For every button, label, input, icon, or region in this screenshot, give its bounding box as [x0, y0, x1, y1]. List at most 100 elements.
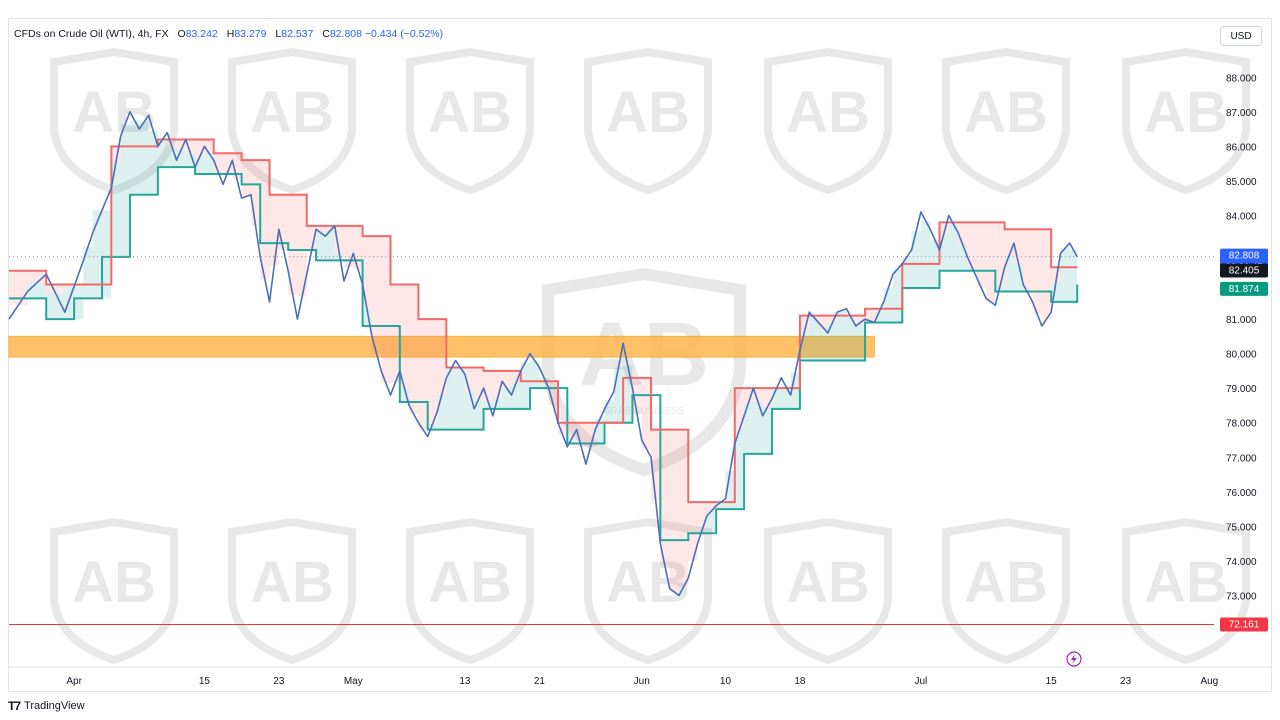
resistance-fill: [511, 370, 521, 383]
watermark-brand-text: ARAB BUSINESS: [604, 406, 685, 417]
resistance-fill: [1051, 267, 1061, 283]
x-tick-label: 18: [794, 676, 806, 687]
watermark-logo-icon: AB: [764, 47, 892, 195]
resistance-fill: [278, 194, 289, 250]
resistance-fill: [818, 315, 828, 328]
resistance-fill: [213, 153, 224, 173]
support-fill: [855, 322, 866, 361]
resistance-fill: [250, 160, 261, 226]
support-fill: [920, 220, 931, 288]
watermark-shield-icon: [406, 517, 534, 665]
resistance-fill: [343, 225, 354, 268]
watermark-shield-icon: [942, 47, 1070, 195]
support-fill: [902, 256, 912, 288]
support-fill: [948, 224, 959, 271]
y-tick-label: 85.000: [1226, 177, 1257, 188]
resistance-fill: [185, 139, 196, 154]
x-tick-label: 15: [199, 676, 211, 687]
lightning-bolt: [1071, 654, 1077, 664]
resistance-fill: [976, 222, 987, 288]
y-tick-label: 73.000: [1226, 591, 1257, 602]
watermark-ab-icon: AB: [786, 550, 870, 615]
support-fill: [502, 388, 512, 409]
resistance-fill: [418, 319, 428, 430]
lightning-circle: [1066, 651, 1082, 667]
support-fill: [734, 429, 745, 510]
watermark-logo-icon: AB: [764, 517, 892, 665]
open-value: 83.242: [185, 28, 218, 40]
price-badge-label: 82.405: [1229, 266, 1260, 277]
close-value: 82.808: [329, 28, 362, 40]
lightning-icon[interactable]: [1066, 651, 1082, 667]
support-fill: [511, 383, 521, 409]
resistance-fill: [46, 284, 65, 294]
support-fill: [446, 369, 456, 430]
resistance-fill: [502, 370, 512, 389]
resistance-fill: [288, 194, 298, 295]
currency-button[interactable]: USD: [1220, 26, 1262, 46]
support-fill: [92, 210, 112, 299]
support-fill: [809, 317, 819, 361]
resistance-fill: [567, 422, 577, 439]
support-fill: [185, 153, 196, 168]
resistance-fill: [232, 153, 242, 180]
watermark-logo-icon: AB: [406, 47, 534, 195]
resistance-fill: [855, 315, 866, 323]
support-fill: [762, 407, 773, 454]
support-fill: [772, 388, 782, 409]
watermark-ab-icon: AB: [1144, 550, 1228, 615]
resistance-fill: [1013, 229, 1024, 264]
support-fill: [939, 232, 949, 271]
resistance-fill: [492, 370, 503, 399]
watermark-ab-icon: AB: [1144, 80, 1228, 145]
resistance-fill: [297, 194, 307, 297]
resistance-fill: [939, 222, 949, 233]
watermark-ab-icon: AB: [428, 550, 512, 615]
support-fill: [837, 310, 847, 361]
watermark-ab-icon: AB: [964, 80, 1048, 145]
resistance-fill: [660, 429, 670, 567]
support-fill: [120, 123, 130, 257]
resistance-fill: [557, 422, 568, 435]
support-fill: [883, 288, 893, 323]
resistance-fill: [865, 308, 875, 321]
support-fill: [399, 388, 410, 402]
resistance-fill: [9, 270, 28, 306]
watermark-shield-icon: [764, 517, 892, 665]
y-tick-label: 80.000: [1226, 350, 1257, 361]
x-tick-label: 10: [720, 676, 732, 687]
resistance-fill: [409, 284, 419, 415]
watermark-layer: AB AB AB AB AB AB AB AB AB AB AB AB AB AB: [50, 47, 1250, 665]
resistance-fill: [362, 236, 372, 311]
x-tick-label: Jun: [634, 676, 650, 687]
resistance-fill: [306, 225, 317, 252]
resistance-fill: [399, 284, 410, 389]
watermark-ab-icon: AB: [606, 80, 690, 145]
y-tick-label: 77.000: [1226, 453, 1257, 464]
watermark-shield-icon: [1122, 517, 1250, 665]
x-tick-label: Jul: [914, 676, 927, 687]
watermark-ab-icon: AB: [72, 550, 156, 615]
support-fill: [1004, 255, 1014, 292]
x-tick-label: Apr: [66, 676, 82, 687]
support-fill: [958, 244, 968, 271]
price-line: [8, 111, 1078, 597]
resistance-fill: [241, 160, 251, 197]
watermark-logo-icon: AB: [228, 517, 356, 665]
support-fill: [83, 246, 93, 299]
support-fill: [613, 367, 624, 423]
watermark-shield-icon: [228, 517, 356, 665]
support-fill: [716, 502, 726, 510]
watermark-shield-icon: [764, 47, 892, 195]
x-tick-label: 23: [1120, 676, 1132, 687]
resistance-fill: [371, 236, 382, 354]
low-label: L: [275, 28, 282, 40]
resistance-fill: [678, 429, 689, 587]
watermark-shield-icon: [942, 517, 1070, 665]
y-tick-label: 88.000: [1226, 73, 1257, 84]
close-label: C: [322, 28, 330, 40]
tradingview-logo-icon: T7: [8, 699, 21, 713]
resistance-fill: [427, 319, 438, 425]
resistance-fill: [744, 388, 754, 402]
